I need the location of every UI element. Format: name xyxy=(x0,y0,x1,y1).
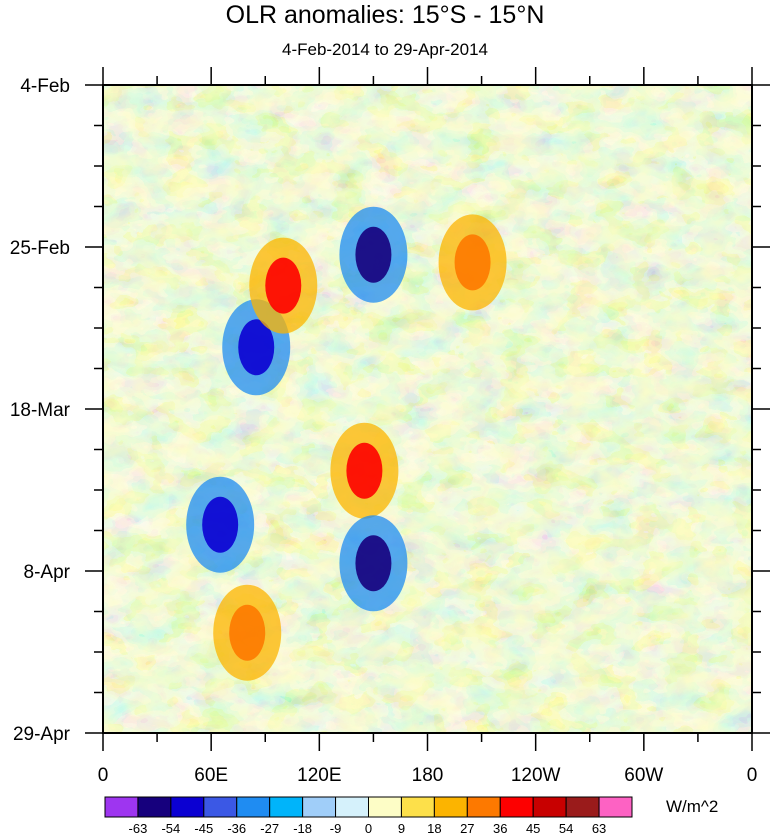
x-tick-label: 0 xyxy=(747,765,758,786)
x-tick-label: 60E xyxy=(194,765,228,786)
colorbar-units: W/m^2 xyxy=(666,797,719,816)
colorbar-box xyxy=(400,796,435,818)
y-tick-label: 4-Feb xyxy=(20,76,70,97)
y-tick-label: 8-Apr xyxy=(24,562,71,583)
colorbar-label: 9 xyxy=(398,821,405,834)
y-axis: 4-Feb 25-Feb 18-Mar 8-Apr 29-Apr xyxy=(10,76,770,745)
x-tick-label: 60W xyxy=(624,765,663,786)
field-texture xyxy=(103,85,752,733)
colorbar-label: 0 xyxy=(365,821,372,834)
colorbar-box xyxy=(236,796,271,818)
colorbar-label: -54 xyxy=(161,821,180,834)
anomaly-blob-core xyxy=(355,226,392,283)
colorbar-box xyxy=(203,796,238,818)
anomaly-blob-core xyxy=(238,319,275,376)
colorbar-box xyxy=(104,796,139,818)
colorbar-box xyxy=(499,796,534,818)
y-tick-label: 29-Apr xyxy=(13,724,71,745)
y-tick-label: 18-Mar xyxy=(10,400,71,421)
colorbar-box xyxy=(137,796,172,818)
colorbar-label: 63 xyxy=(592,821,606,834)
y-tick-label: 25-Feb xyxy=(10,238,70,259)
colorbar-label: 54 xyxy=(559,821,573,834)
anomaly-features xyxy=(186,206,507,681)
anomaly-blob-core xyxy=(202,496,239,553)
colorbar-box xyxy=(466,796,501,818)
colorbar-label: 27 xyxy=(460,821,474,834)
anomaly-blob-core xyxy=(265,257,302,314)
x-tick-label: 120W xyxy=(511,765,561,786)
colorbar-box xyxy=(565,796,600,818)
colorbar-label: -45 xyxy=(194,821,213,834)
colorbar-box xyxy=(335,796,369,818)
colorbar-box xyxy=(368,796,402,818)
olr-field xyxy=(103,85,752,733)
x-axis: 0 60E 120E 180 120W 60W 0 xyxy=(98,67,758,786)
colorbar-label: 18 xyxy=(427,821,441,834)
x-tick-label: 180 xyxy=(412,765,444,786)
colorbar-box xyxy=(269,796,304,818)
colorbar-box xyxy=(170,796,205,818)
colorbar-label: -9 xyxy=(330,821,342,834)
chart-title: OLR anomalies: 15°S - 15°N xyxy=(225,1,545,29)
x-tick-label: 120E xyxy=(297,765,341,786)
anomaly-blob-core xyxy=(355,535,392,592)
chart-subtitle: 4-Feb-2014 to 29-Apr-2014 xyxy=(281,40,489,59)
colorbar-label: -63 xyxy=(129,821,148,834)
colorbar: -63 -54 -45 -36 -27 -18 -9 0 9 18 27 36 45 54 63 xyxy=(104,796,633,834)
colorbar-label: 36 xyxy=(493,821,507,834)
anomaly-blob-core xyxy=(454,234,491,291)
colorbar-label: -36 xyxy=(227,821,246,834)
colorbar-label: -18 xyxy=(293,821,312,834)
anomaly-blob-core xyxy=(229,604,266,661)
colorbar-box xyxy=(302,796,337,818)
colorbar-label: -27 xyxy=(260,821,279,834)
colorbar-box xyxy=(598,796,633,818)
x-tick-label: 0 xyxy=(98,765,109,786)
colorbar-box xyxy=(433,796,468,818)
colorbar-label: 45 xyxy=(526,821,540,834)
colorbar-box xyxy=(532,796,567,818)
anomaly-blob-core xyxy=(346,442,383,499)
